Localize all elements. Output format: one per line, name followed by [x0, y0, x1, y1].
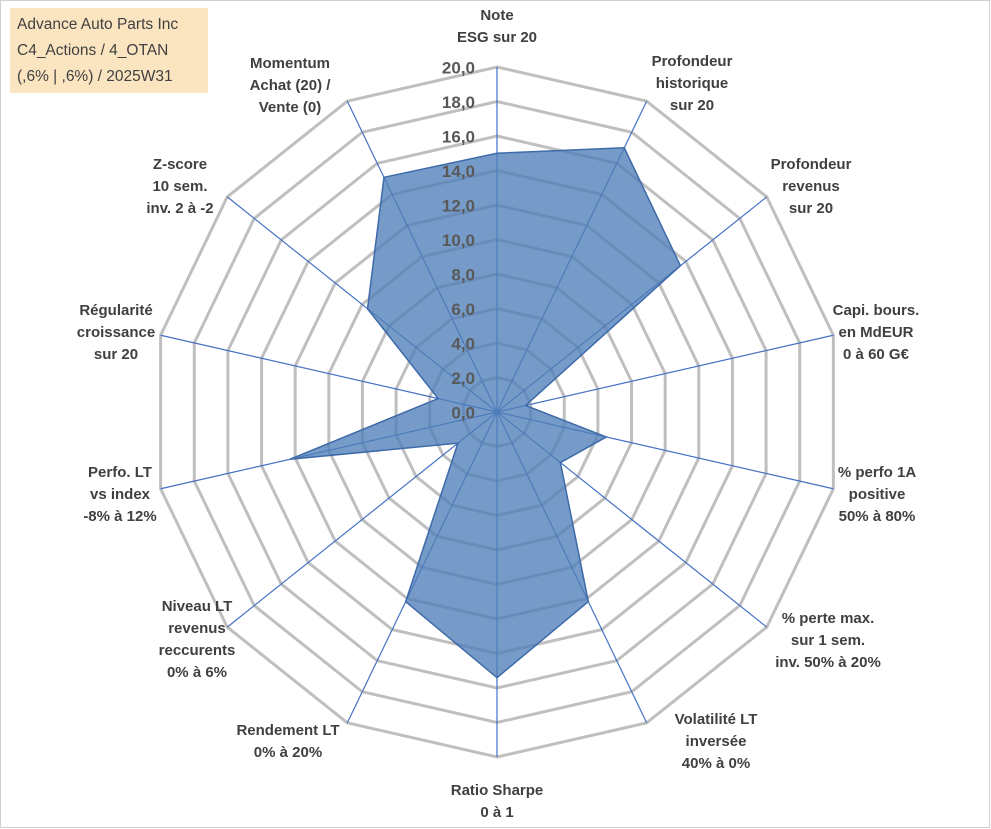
- axis-label: inv. 50% à 20%: [775, 654, 881, 671]
- axis-label: Perfo. LT: [88, 464, 152, 481]
- axis-label: 0 à 1: [480, 804, 513, 821]
- chart-title: C4_Actions / 4_OTAN: [17, 42, 168, 59]
- axis-label: sur 20: [94, 346, 138, 363]
- axis-label: Volatilité LT: [675, 711, 758, 728]
- marks: [289, 147, 682, 679]
- axis-label: en MdEUR: [839, 324, 914, 341]
- axis-label: Profondeur: [652, 53, 733, 70]
- axis-label: Ratio Sharpe: [451, 782, 544, 799]
- axis-label: Achat (20) /: [250, 77, 332, 94]
- radar-area: [289, 147, 682, 679]
- axis-line: [496, 334, 834, 413]
- axis-label: Note: [480, 7, 513, 24]
- y-tick-label: 16,0: [442, 127, 475, 146]
- title-box: [10, 8, 208, 93]
- y-tick-label: 4,0: [451, 334, 475, 353]
- axis-label: vs index: [90, 486, 151, 503]
- axis-label: sur 20: [670, 97, 714, 114]
- axis-label: Momentum: [250, 55, 330, 72]
- axis-label: -8% à 12%: [83, 508, 156, 525]
- y-tick-label: 20,0: [442, 58, 475, 77]
- axis-label: revenus: [782, 178, 840, 195]
- axis-label: Régularité: [79, 302, 152, 319]
- chart-title: (,6% | ,6%) / 2025W31: [17, 68, 173, 85]
- axis-label: inversée: [686, 733, 747, 750]
- axis-label: Niveau LT: [162, 598, 233, 615]
- axis-label: Rendement LT: [236, 722, 339, 739]
- labels: 0,0 2,0 4,0 6,0 8,0 10,0 12,0 14,0 16,0 18,0 20,0 N…: [77, 7, 920, 821]
- axis-label: Z-score: [153, 156, 207, 173]
- axis-label: % perte max.: [782, 610, 875, 627]
- y-tick-label: 10,0: [442, 231, 475, 250]
- axis-label: Vente (0): [259, 99, 322, 116]
- axis-label: 0% à 20%: [254, 744, 322, 761]
- y-tick-label: 2,0: [451, 369, 475, 388]
- y-tick-label: 18,0: [442, 93, 475, 112]
- axis-label: positive: [849, 486, 906, 503]
- axis-label: 0 à 60 G€: [843, 346, 910, 363]
- axis-label: sur 1 sem.: [791, 632, 865, 649]
- y-tick-label: 6,0: [451, 300, 475, 319]
- axis-label: 50% à 80%: [839, 508, 916, 525]
- axis-label: 10 sem.: [152, 178, 207, 195]
- axis-label: sur 20: [789, 200, 833, 217]
- axis-label: 0% à 6%: [167, 664, 227, 681]
- y-tick-label: 14,0: [442, 162, 475, 181]
- axis-label: historique: [656, 75, 729, 92]
- axis-label: % perfo 1A: [838, 464, 917, 481]
- chart-title: Advance Auto Parts Inc: [17, 16, 178, 33]
- axis-label: croissance: [77, 324, 155, 341]
- axis-label: ESG sur 20: [457, 29, 537, 46]
- y-tick-label: 12,0: [442, 196, 475, 215]
- axis-label: reccurents: [159, 642, 236, 659]
- axis-label: Profondeur: [771, 156, 852, 173]
- axis-label: revenus: [168, 620, 226, 637]
- axis-label: 40% à 0%: [682, 755, 750, 772]
- y-tick-label: 0,0: [451, 403, 475, 422]
- axis-label: inv. 2 à -2: [146, 200, 213, 217]
- y-tick-label: 8,0: [451, 265, 475, 284]
- axis-label: Capi. bours.: [833, 302, 920, 319]
- axis-line: [226, 411, 498, 628]
